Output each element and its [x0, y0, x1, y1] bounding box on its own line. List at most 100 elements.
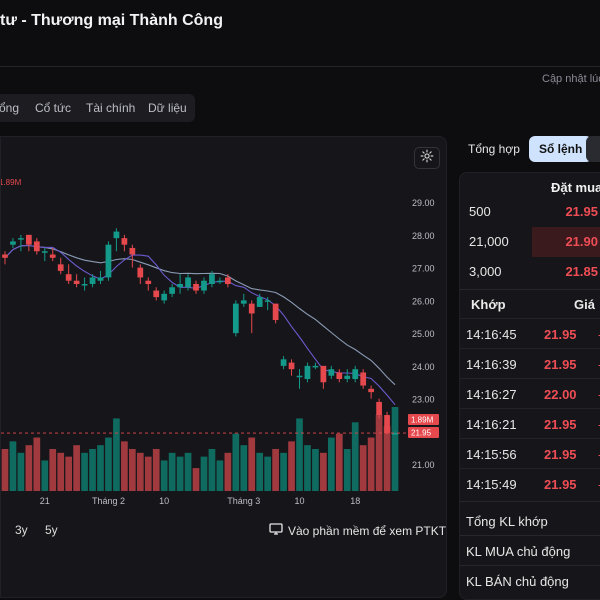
trade-price: 22.00 [544, 387, 577, 402]
candle-body [376, 401, 382, 416]
trade-price: 21.95 [544, 357, 577, 372]
candle-body [264, 300, 271, 302]
trade-row[interactable]: 14:15:56 21.95 - [460, 438, 600, 468]
candle-body [328, 369, 335, 376]
candle-body [137, 267, 144, 278]
trade-row[interactable]: 14:16:45 21.95 - [460, 318, 600, 348]
volume-bar [9, 441, 17, 491]
volume-bar [367, 437, 375, 491]
candle-body [224, 277, 231, 284]
candle-body [392, 433, 398, 435]
volume-bar [240, 445, 248, 491]
matched-price-header: Giá [574, 297, 595, 312]
volume-bar [152, 449, 160, 491]
y-tick-label: 21.00 [412, 460, 435, 470]
volume-bar [184, 452, 192, 491]
volume-bar [391, 407, 399, 491]
tab-more[interactable] [586, 136, 600, 162]
tab-summary[interactable]: Tổng hợp [468, 142, 520, 156]
volume-bar [97, 445, 104, 491]
trade-time: 14:16:39 [466, 357, 517, 372]
range-3y[interactable]: 3y [15, 523, 28, 537]
candle-body [304, 365, 311, 379]
volume-bar [17, 452, 25, 491]
volume-bar [272, 449, 279, 491]
trade-price: 21.95 [544, 477, 577, 492]
header-divider [0, 66, 600, 67]
volume-bar [168, 452, 176, 491]
bid-price: 21.85 [565, 264, 598, 279]
orderbook-panel: Đặt mua 500 21.95 21,000 21.90 3,000 21.… [459, 172, 600, 600]
y-tick-label: 28.00 [412, 231, 435, 241]
trade-row[interactable]: 14:16:39 21.95 - [460, 348, 600, 378]
candle-body [97, 277, 104, 281]
price-badge [408, 427, 439, 439]
volume-bar [335, 433, 343, 491]
x-tick-label: Tháng 3 [227, 496, 260, 506]
volume-bar [65, 456, 73, 491]
volume-bar [160, 460, 168, 491]
tab-overview[interactable]: ổng [0, 101, 20, 115]
volume-bar [176, 456, 184, 491]
trade-price: 21.95 [544, 417, 577, 432]
volume-bar [41, 460, 49, 491]
volume-bar [128, 449, 136, 491]
price-chart[interactable]: 29.0028.0027.0026.0025.0024.0023.0022.00… [1, 137, 447, 512]
candle-body [368, 388, 375, 393]
bid-price: 21.95 [565, 204, 598, 219]
tab-data[interactable]: Dữ liệu [148, 101, 187, 115]
ma-slow-line [4, 244, 396, 386]
volume-bar [359, 445, 367, 491]
bid-row[interactable]: 21,000 21.90 [460, 227, 600, 257]
bid-row[interactable]: 3,000 21.85 [460, 257, 600, 287]
candle-body [280, 359, 287, 366]
trade-direction: - [598, 477, 600, 492]
candle-body [177, 284, 183, 288]
candle-body [73, 280, 80, 284]
volume-bar [1, 449, 9, 491]
tab-financials[interactable]: Tài chính [86, 101, 136, 115]
trade-row[interactable]: 14:15:49 21.95 - [460, 468, 600, 498]
bid-row[interactable]: 500 21.95 [460, 197, 600, 227]
bid-price: 21.90 [565, 234, 598, 249]
trade-time: 14:16:45 [466, 327, 517, 342]
volume-badge-label: 1.89M [411, 416, 434, 425]
volume-bar [383, 426, 391, 491]
volume-bar [264, 456, 272, 491]
candle-body [288, 362, 295, 370]
x-tick-label: 10 [294, 496, 304, 506]
volume-bar [144, 456, 152, 491]
x-tick-label: 21 [40, 496, 50, 506]
ptkt-link[interactable]: Vào phần mềm để xem PTKT [269, 523, 446, 538]
volume-bar [73, 445, 80, 491]
range-5y[interactable]: 5y [45, 523, 58, 537]
candle-body [89, 277, 96, 284]
bid-depth-bar [532, 227, 600, 257]
volume-bar [375, 414, 383, 491]
chart-settings-button[interactable] [414, 147, 440, 169]
candle-body [57, 264, 64, 271]
volume-bar [232, 433, 240, 491]
candle-body [320, 365, 327, 383]
tab-dividends[interactable]: Cổ tức [35, 101, 72, 115]
volume-bar [327, 437, 335, 491]
ptkt-link-label: Vào phần mềm để xem PTKT [288, 523, 447, 538]
candle-body [65, 274, 72, 281]
y-tick-label: 29.00 [412, 198, 435, 208]
volume-bar [351, 422, 359, 491]
trade-row[interactable]: 14:16:27 22.00 - [460, 378, 600, 408]
volume-bar [49, 449, 57, 491]
total-matched-volume-label: Tổng KL khớp [466, 514, 548, 529]
tab-orderbook[interactable]: Sổ lệnh [529, 136, 593, 162]
trade-row[interactable]: 14:16:21 21.95 - [460, 408, 600, 438]
volume-bar [296, 418, 303, 491]
candle-body [49, 254, 56, 258]
candle-body [201, 280, 207, 291]
volume-bar [57, 452, 65, 491]
candle-body [312, 365, 319, 368]
candle-body [161, 293, 168, 301]
candle-body [185, 277, 191, 288]
candle-body [352, 369, 359, 379]
volume-bar [113, 418, 120, 491]
volume-bar [81, 452, 88, 491]
